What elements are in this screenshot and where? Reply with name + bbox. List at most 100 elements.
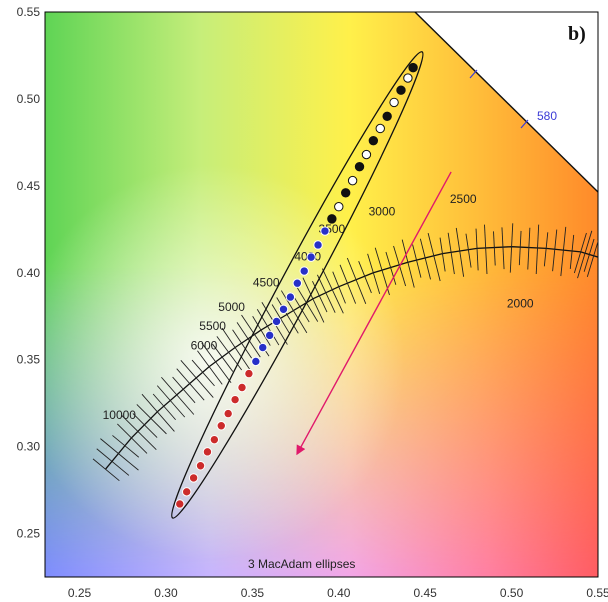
data-point [340, 188, 351, 198]
data-point [202, 447, 213, 457]
y-axis-ticks: 0.25 0.30 0.35 0.40 0.45 0.50 0.55 [17, 5, 41, 541]
y-tick-label: 0.25 [17, 527, 41, 541]
isotemperature-line [271, 304, 291, 335]
isotemperature-line [100, 438, 139, 471]
data-point [354, 162, 365, 172]
x-tick-label: 0.55 [586, 586, 608, 600]
x-tick-label: 0.40 [327, 586, 351, 600]
isotemperature-line [176, 368, 205, 401]
cct-label: 6000 [191, 338, 218, 352]
isotemperature-line [560, 226, 567, 277]
isotemperature-line [535, 224, 540, 274]
panel-label: b) [568, 23, 586, 45]
y-tick-label: 0.45 [17, 179, 41, 193]
isotemperature-line [509, 223, 514, 273]
cct-label: 4500 [253, 276, 280, 290]
isotemperature-line [419, 238, 431, 280]
isotemperature-line [316, 274, 336, 313]
isotemperature-line [518, 230, 522, 266]
isotemperature-line [201, 342, 232, 384]
data-point [389, 97, 399, 108]
isotemperature-line [358, 261, 372, 294]
macadam-ellipse [171, 51, 424, 519]
isotemperature-line [552, 229, 558, 272]
isotemperature-line [401, 239, 415, 288]
data-point [278, 304, 289, 314]
isotemperature-line [501, 227, 505, 270]
isotemperature-line [172, 376, 196, 404]
data-point [271, 316, 282, 327]
isotemperature-line [573, 232, 587, 274]
isotemperature-line [212, 343, 234, 372]
data-point [361, 149, 372, 160]
isotemperature-line [236, 322, 261, 358]
isotemperature-line [191, 359, 215, 387]
isotemperature-line [475, 228, 479, 271]
data-point [264, 330, 275, 341]
isotemperature-line [339, 264, 357, 304]
data-point [334, 202, 344, 212]
isotemperature-line [346, 257, 367, 305]
data-point [347, 175, 358, 186]
isotemperature-line [374, 247, 390, 296]
isotemperature-line [412, 244, 422, 278]
x-axis-ticks: 0.25 0.30 0.35 0.40 0.45 0.50 0.55 [68, 586, 608, 600]
data-point [375, 123, 385, 134]
isotemperature-line [332, 271, 346, 304]
cct-label: 5000 [218, 300, 245, 314]
y-tick-label: 0.30 [17, 440, 41, 454]
isotemperature-line [465, 233, 472, 268]
isotemperature-line [136, 404, 167, 435]
isotemperature-line [132, 413, 158, 438]
data-point [237, 382, 247, 393]
data-point [313, 240, 323, 250]
cct-label: 2500 [450, 192, 477, 206]
cct-label: 2000 [507, 297, 534, 311]
isotemperature-line [569, 234, 575, 269]
data-point [244, 368, 254, 379]
isotemperature-line [280, 290, 308, 334]
isotemperature-line [543, 232, 549, 267]
data-point [188, 473, 199, 483]
isotemperature-line [117, 423, 148, 454]
data-point [368, 135, 379, 146]
data-point [396, 85, 406, 95]
spectral-locus [414, 11, 599, 193]
isotemperature-line [120, 414, 157, 451]
x-tick-label: 0.50 [500, 586, 524, 600]
y-tick-label: 0.50 [17, 92, 41, 106]
arrow-line [296, 171, 452, 456]
isotemperature-line [252, 316, 271, 346]
isotemperature-line [161, 376, 195, 415]
x-tick-label: 0.25 [68, 586, 92, 600]
cct-label: 10000 [103, 408, 137, 422]
data-point [223, 408, 233, 419]
isotemperature-line [367, 253, 381, 294]
data-point [408, 62, 418, 73]
data-point [258, 342, 268, 353]
isotemperature-line [232, 329, 252, 359]
isotemperature-line [385, 251, 397, 285]
caption: 3 MacAdam ellipses [248, 557, 355, 571]
isotemperature-line [527, 227, 531, 270]
isotemperature-line [427, 233, 441, 282]
spectral-locus-ticks [469, 69, 529, 129]
data-point [382, 111, 392, 122]
data-point [182, 487, 192, 497]
isotemperature-line [447, 232, 455, 275]
direction-arrow [296, 171, 452, 456]
isotemperature-line [197, 350, 223, 385]
data-point [209, 434, 220, 445]
isotemperature-line [276, 297, 299, 334]
plot-frame [44, 11, 599, 578]
isotemperature-line [112, 435, 140, 458]
isotemperature-line [180, 360, 214, 398]
isotemperature-line [96, 448, 130, 476]
data-points [175, 62, 418, 509]
isotemperature-line [577, 230, 593, 279]
isotemperature-line [484, 224, 488, 274]
data-point [403, 73, 413, 83]
cct-label: 3000 [369, 204, 396, 218]
isotemperature-line [92, 458, 120, 482]
